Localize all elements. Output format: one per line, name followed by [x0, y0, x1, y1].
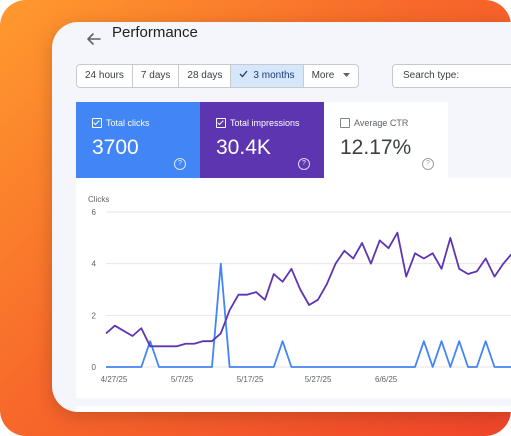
x-tick-label: 5/17/25: [237, 375, 264, 384]
search-type-filter[interactable]: Search type:: [392, 64, 511, 88]
y-tick-label: 2: [92, 311, 97, 320]
range-more-dropdown[interactable]: More: [304, 65, 359, 87]
y-tick-label: 0: [92, 363, 97, 372]
performance-chart: Clicks 0 2 4 6 4/27/25 5/7/25 5/17/25 5/27/25 6…: [88, 195, 511, 384]
page-header: Performance: [52, 22, 511, 68]
metric-clicks-value: 3700: [92, 136, 139, 159]
y-tick-label: 6: [92, 208, 97, 217]
x-tick-label: 4/27/25: [101, 375, 128, 384]
impressions-checkbox[interactable]: [216, 118, 226, 128]
y-axis-label: Clicks: [88, 195, 109, 204]
metric-clicks-header: Total clicks: [92, 118, 150, 128]
x-tick-label: 5/7/25: [171, 375, 194, 384]
performance-card: Performance 24 hours 7 days 28 days 3 mo…: [52, 22, 511, 412]
range-3-months-label: 3 months: [253, 70, 295, 81]
performance-chart-panel: Clicks 0 2 4 6 4/27/25 5/7/25 5/17/25 5/27/25 6…: [76, 178, 511, 398]
range-more-label: More: [311, 70, 335, 81]
dropdown-arrow-icon: [343, 65, 351, 87]
metric-card-impressions[interactable]: Total impressions 30.4K ?: [200, 102, 324, 178]
x-tick-label: 6/6/25: [375, 375, 398, 384]
impressions-series-line: [105, 231, 511, 348]
help-icon[interactable]: ?: [174, 158, 186, 170]
metric-cards: Total clicks 3700 ? Total impressions 30…: [76, 102, 496, 178]
x-tick-label: 5/27/25: [305, 375, 332, 384]
metric-impressions-label: Total impressions: [230, 118, 300, 128]
range-7-days-button[interactable]: 7 days: [133, 65, 180, 87]
metric-impressions-value: 30.4K: [216, 136, 271, 159]
metric-ctr-header: Average CTR: [340, 118, 408, 128]
back-arrow-icon[interactable]: [84, 29, 104, 49]
metric-impressions-header: Total impressions: [216, 118, 300, 128]
page-title: Performance: [112, 24, 198, 41]
range-3-months-button[interactable]: 3 months: [231, 65, 304, 87]
y-tick-label: 4: [92, 260, 97, 269]
check-icon: [239, 65, 248, 87]
bottom-strip: [76, 406, 511, 412]
date-range-group: 24 hours 7 days 28 days 3 months More: [76, 64, 360, 88]
metric-clicks-label: Total clicks: [106, 118, 150, 128]
date-filter-bar: 24 hours 7 days 28 days 3 months More Se…: [76, 64, 511, 88]
metric-card-clicks[interactable]: Total clicks 3700 ?: [76, 102, 200, 178]
help-icon[interactable]: ?: [422, 158, 434, 170]
range-24-hours-button[interactable]: 24 hours: [77, 65, 133, 87]
metric-ctr-value: 12.17%: [340, 136, 412, 159]
help-icon[interactable]: ?: [298, 158, 310, 170]
clicks-checkbox[interactable]: [92, 118, 102, 128]
metric-ctr-label: Average CTR: [354, 118, 409, 128]
ctr-checkbox[interactable]: [340, 118, 350, 128]
clicks-series-line: [106, 262, 511, 368]
range-28-days-button[interactable]: 28 days: [179, 65, 232, 87]
metric-card-ctr[interactable]: Average CTR 12.17% ?: [324, 102, 448, 178]
